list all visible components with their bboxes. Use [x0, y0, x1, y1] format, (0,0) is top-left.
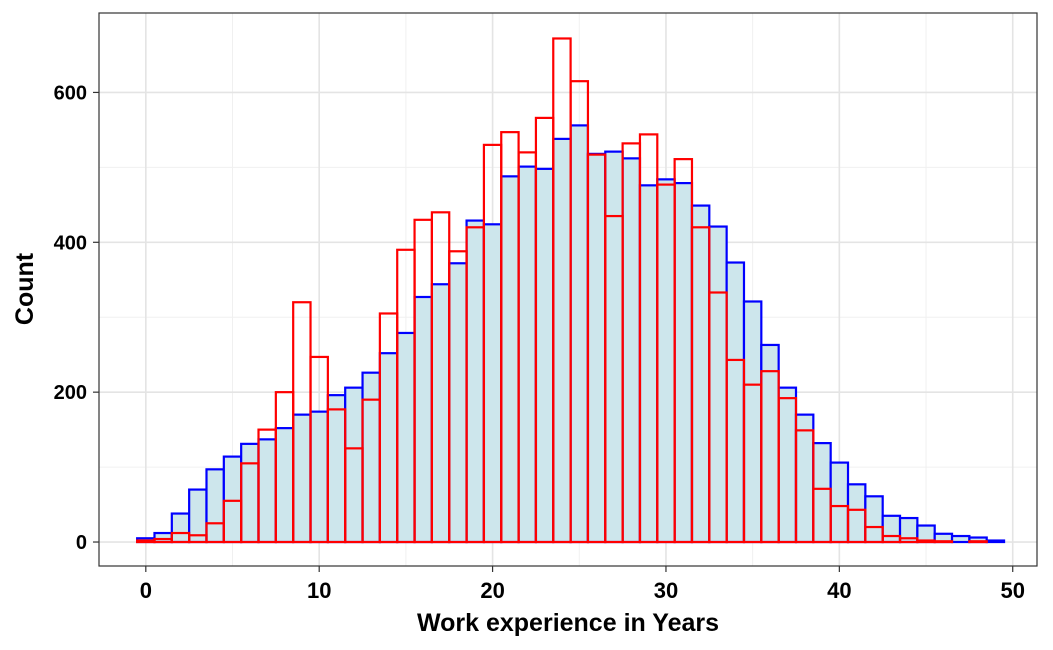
- bar-blue: [326, 394, 347, 544]
- bar-blue: [586, 152, 607, 544]
- series-red-bars: [136, 37, 988, 544]
- bar-red: [136, 539, 156, 544]
- bar-blue: [205, 468, 225, 544]
- bar-blue: [742, 300, 763, 544]
- bar-blue: [621, 157, 642, 544]
- plot-border: [98, 12, 1038, 567]
- bar-red: [933, 540, 954, 544]
- bar-blue: [465, 219, 486, 544]
- bar-blue: [188, 488, 208, 544]
- bar-blue: [344, 386, 364, 544]
- bar-blue: [240, 442, 260, 544]
- bar-blue: [396, 331, 416, 544]
- bar-blue: [812, 442, 832, 544]
- bar-blue: [881, 514, 902, 544]
- bar-red: [916, 539, 936, 544]
- bar-blue: [292, 413, 312, 544]
- y-tick-label: 0: [76, 532, 87, 554]
- x-axis-title: Work experience in Years: [417, 609, 719, 637]
- y-axis: 0 200 400 600: [54, 82, 99, 554]
- bar-blue: [448, 262, 468, 544]
- bar-blue: [153, 531, 173, 544]
- x-tick-label: 30: [654, 578, 678, 603]
- bar-blue: [656, 178, 676, 544]
- bar-blue: [430, 283, 451, 544]
- bar-blue: [829, 461, 850, 544]
- y-tick-label: 400: [54, 232, 87, 254]
- bar-blue: [500, 175, 520, 544]
- bar-blue: [777, 386, 798, 544]
- bar-blue: [361, 371, 381, 544]
- bar-blue: [604, 150, 624, 544]
- bar-blue: [257, 438, 277, 544]
- x-axis: 0 10 20 30 40 50: [140, 566, 1025, 603]
- x-tick-label: 10: [307, 578, 331, 603]
- bar-blue: [413, 295, 433, 544]
- bar-blue: [864, 495, 884, 544]
- bar-red: [968, 540, 988, 544]
- y-tick-label: 200: [54, 382, 87, 404]
- bar-blue: [274, 427, 295, 544]
- bar-blue: [222, 455, 243, 544]
- bar-blue: [690, 204, 711, 544]
- bar-blue: [309, 410, 329, 544]
- bar-blue: [552, 137, 572, 544]
- bar-red: [864, 525, 884, 544]
- bar-blue: [846, 483, 867, 544]
- bar-blue: [517, 165, 538, 544]
- x-tick-label: 50: [1000, 578, 1024, 603]
- bar-blue: [569, 124, 590, 544]
- bar-blue: [378, 352, 399, 544]
- bar-blue: [950, 534, 971, 544]
- bar-blue: [534, 167, 555, 544]
- bar-blue: [725, 261, 746, 544]
- bar-blue: [170, 512, 191, 544]
- bar-blue: [794, 413, 815, 544]
- bar-blue: [673, 181, 694, 544]
- bar-blue: [760, 343, 780, 544]
- bar-blue: [985, 539, 1006, 544]
- x-tick-label: 20: [480, 578, 504, 603]
- bar-red: [794, 429, 815, 544]
- y-tick-label: 600: [54, 82, 87, 104]
- bar-blue: [708, 225, 728, 544]
- y-axis-title: Count: [11, 252, 39, 325]
- x-tick-label: 0: [140, 578, 152, 603]
- bar-blue: [482, 223, 503, 544]
- bar-red: [846, 508, 867, 544]
- bar-blue: [638, 184, 659, 544]
- x-tick-label: 40: [827, 578, 851, 603]
